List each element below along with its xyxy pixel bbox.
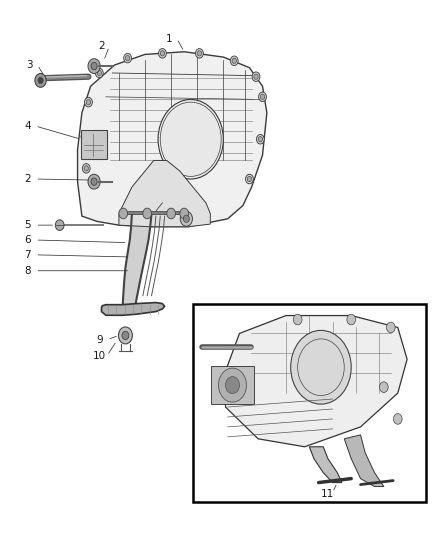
Text: 6: 6	[24, 235, 31, 245]
Circle shape	[347, 314, 356, 325]
Circle shape	[124, 53, 131, 63]
Polygon shape	[309, 447, 342, 482]
Circle shape	[195, 49, 203, 58]
Circle shape	[91, 62, 97, 70]
Circle shape	[95, 68, 103, 78]
Circle shape	[293, 314, 302, 325]
Text: 1: 1	[166, 34, 172, 44]
Circle shape	[386, 322, 395, 333]
Circle shape	[81, 132, 89, 141]
Text: 3: 3	[26, 60, 33, 70]
Circle shape	[252, 72, 260, 82]
Circle shape	[226, 377, 240, 394]
Circle shape	[91, 178, 97, 185]
Text: 5: 5	[24, 220, 31, 230]
Circle shape	[180, 212, 192, 226]
Circle shape	[254, 74, 258, 79]
Text: 10: 10	[93, 351, 106, 361]
Circle shape	[119, 208, 127, 219]
Circle shape	[159, 49, 166, 58]
Circle shape	[118, 327, 132, 344]
Circle shape	[184, 215, 189, 222]
Circle shape	[247, 176, 252, 182]
Circle shape	[55, 220, 64, 230]
Circle shape	[379, 382, 388, 392]
Circle shape	[83, 134, 87, 139]
Polygon shape	[119, 160, 210, 227]
Circle shape	[167, 208, 176, 219]
Circle shape	[219, 368, 247, 402]
Polygon shape	[102, 303, 165, 316]
Circle shape	[256, 134, 264, 144]
Circle shape	[82, 164, 90, 173]
Text: 2: 2	[98, 42, 105, 52]
Text: 11: 11	[321, 489, 335, 499]
Circle shape	[180, 208, 188, 219]
Circle shape	[85, 98, 92, 107]
Circle shape	[260, 94, 265, 100]
Circle shape	[97, 70, 102, 76]
Polygon shape	[226, 316, 407, 447]
Text: 4: 4	[24, 121, 31, 131]
Text: 2: 2	[24, 174, 31, 184]
Circle shape	[232, 58, 237, 63]
FancyBboxPatch shape	[81, 130, 107, 159]
Circle shape	[291, 330, 351, 404]
Text: 8: 8	[24, 266, 31, 276]
Text: 7: 7	[24, 250, 31, 260]
Circle shape	[258, 92, 266, 102]
Circle shape	[88, 174, 100, 189]
Circle shape	[160, 51, 165, 56]
Circle shape	[393, 414, 402, 424]
Circle shape	[35, 74, 46, 87]
Circle shape	[258, 136, 262, 142]
Text: 9: 9	[96, 335, 102, 345]
Circle shape	[84, 166, 88, 171]
Circle shape	[125, 55, 130, 61]
Circle shape	[197, 51, 201, 56]
Bar	[193, 304, 426, 503]
Circle shape	[88, 59, 100, 74]
Circle shape	[86, 100, 91, 105]
FancyBboxPatch shape	[211, 366, 254, 404]
Circle shape	[158, 100, 223, 179]
Circle shape	[230, 56, 238, 66]
Circle shape	[143, 208, 152, 219]
Polygon shape	[122, 214, 152, 312]
Polygon shape	[78, 52, 267, 227]
Circle shape	[246, 174, 253, 184]
Circle shape	[38, 77, 43, 84]
Polygon shape	[344, 435, 384, 487]
Circle shape	[122, 331, 129, 340]
